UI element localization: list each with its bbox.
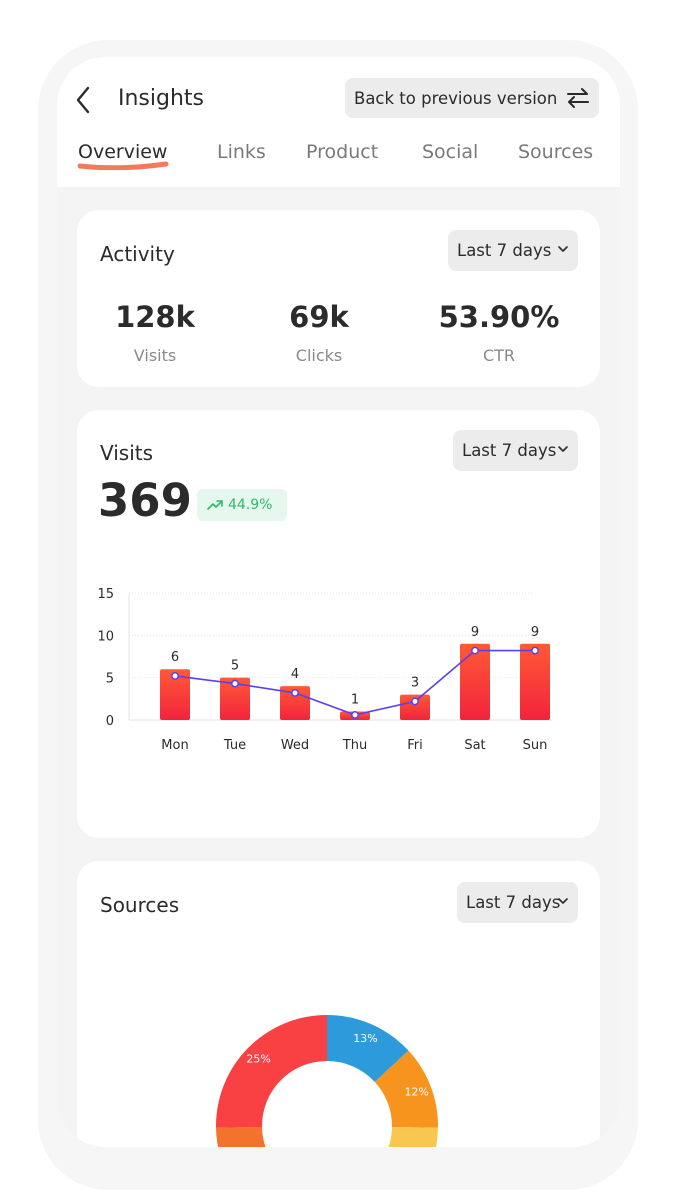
bar-sun[interactable] [520,643,550,720]
sources-range-label: Last 7 days [466,893,561,912]
stat-value: 128k [115,300,195,334]
line-point[interactable] [531,646,539,655]
donut-slice-5[interactable] [216,1127,331,1147]
y-tick-label: 5 [106,672,114,687]
tab-social[interactable]: Social [422,141,479,163]
visits-total: 369 [98,474,192,527]
activity-card: Activity Last 7 days 128k Visits 69k Cli… [77,210,600,387]
back-to-previous-version-button[interactable]: Back to previous version [345,78,599,118]
y-tick-label: 0 [106,714,114,729]
bar-value-label: 9 [531,625,539,640]
tab-sources[interactable]: Sources [518,141,594,163]
chevron-down-icon [558,246,568,252]
x-tick-label: Wed [281,738,309,753]
page-title: Insights [118,86,205,111]
bar-value-label: 6 [171,650,179,665]
activity-title: Activity [100,242,175,266]
trend-badge: 44.9% [197,489,287,521]
visits-bar-chart: 0 5 10 15 6 Mon 5 Tue 4 Wed 1 Thu 3 Fri 9 Sat 9 Sun [97,587,552,753]
sources-donut-chart: 13%12%12%7%25%25% [216,1015,438,1147]
bar-value-label: 1 [351,693,359,708]
stat-clicks: 69k Clicks [239,300,399,365]
visits-title: Visits [100,441,154,465]
tab-links[interactable]: Links [217,141,266,163]
line-point[interactable] [471,646,479,655]
back-to-previous-version-label: Back to previous version [354,88,558,108]
trend-up-icon [207,500,223,510]
top-bar: Insights Back to previous version Overvi… [57,57,620,187]
stat-value: 69k [289,300,349,334]
donut-slice-1[interactable] [374,1050,438,1128]
stat-label: Visits [133,346,177,365]
active-tab-underline [77,161,169,170]
bar-sat[interactable] [460,643,490,720]
bar-value-label: 3 [411,676,419,691]
stat-label: Clicks [295,346,343,365]
bar-value-label: 9 [471,625,479,640]
bar-value-label: 5 [231,659,239,674]
line-point[interactable] [351,710,359,719]
stat-label: CTR [482,346,516,365]
bar-tue[interactable] [220,677,250,720]
donut-slice-label: 25% [246,1053,270,1066]
bar-wed[interactable] [280,686,310,720]
x-tick-label: Mon [161,738,188,753]
activity-range-label: Last 7 days [457,241,552,260]
line-point[interactable] [291,688,299,697]
stat-ctr: 53.90% CTR [419,300,579,365]
stat-value: 53.90% [438,300,560,334]
x-tick-label: Sun [523,738,548,753]
x-tick-label: Thu [342,738,367,753]
donut-slice-0[interactable] [327,1015,409,1082]
visits-card: Visits Last 7 days 369 44.9% 0 5 10 15 6 Mon 5… [77,410,600,838]
tab-overview[interactable]: Overview [78,141,168,163]
tab-product[interactable]: Product [306,141,379,163]
line-point[interactable] [171,672,179,680]
bar-mon[interactable] [160,669,190,720]
donut-slice-2[interactable] [373,1127,438,1147]
chevron-down-icon [558,446,568,452]
x-tick-label: Tue [223,738,246,753]
visits-range-label: Last 7 days [462,441,557,460]
y-tick-label: 15 [97,587,114,602]
phone-screen: Insights Back to previous version Overvi… [57,57,620,1147]
swap-arrows-icon [567,88,589,108]
x-tick-label: Sat [464,738,485,753]
y-tick-label: 10 [97,629,114,644]
visits-range-select[interactable]: Last 7 days [453,430,578,471]
line-point[interactable] [411,697,419,706]
line-point[interactable] [231,679,239,688]
sources-card: Sources Last 7 days 13%12%12%7%25%25% [77,861,600,1147]
stat-visits: 128k Visits [75,300,235,365]
trend-value: 44.9% [228,497,273,513]
sources-title: Sources [100,893,180,917]
bar-value-label: 4 [291,667,299,682]
bar-fri[interactable] [400,694,430,720]
activity-range-select[interactable]: Last 7 days [448,230,578,271]
x-tick-label: Fri [407,738,423,753]
back-chevron-icon[interactable] [71,83,97,117]
donut-slice-label: 13% [353,1032,377,1045]
sources-range-select[interactable]: Last 7 days [457,882,578,923]
chevron-down-icon [558,898,568,904]
donut-slice-label: 12% [404,1086,428,1099]
donut-slice-6[interactable] [216,1015,327,1128]
